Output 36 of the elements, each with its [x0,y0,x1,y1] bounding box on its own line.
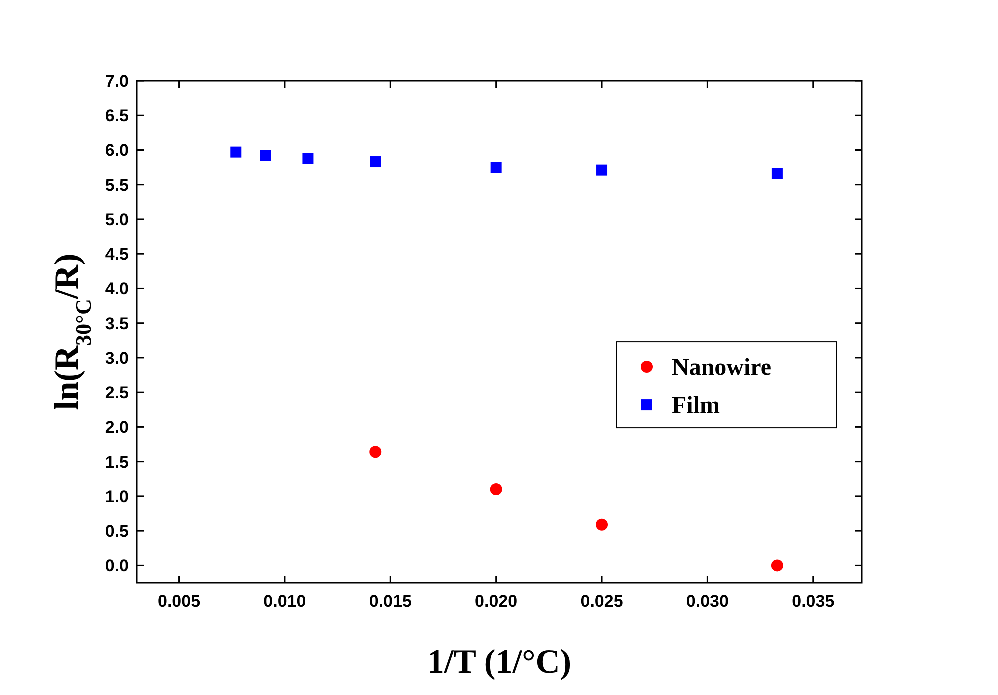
y-tick-label: 2.5 [105,384,129,403]
x-tick-label: 0.020 [475,592,518,611]
y-tick-label: 3.5 [105,314,129,334]
point [370,446,382,458]
y-tick-label: 1.5 [105,452,129,472]
x-tick-label: 0.030 [686,592,729,611]
y-tick-label: 1.0 [105,487,129,506]
point [230,146,242,158]
y-tick-label: 4.5 [105,245,129,264]
x-tick-label: 0.010 [264,592,306,611]
point [771,560,784,572]
point [772,168,783,180]
point [596,164,608,176]
y-tick-label: 3.0 [105,348,129,368]
point [302,153,314,164]
y-tick-label: 4.0 [105,280,129,299]
y-tick-label: 5.5 [105,176,129,195]
y-tick-label: 0.5 [105,522,129,542]
point [490,484,502,496]
y-tick-label: 2.0 [105,418,129,438]
point [370,156,382,168]
legend-label: Nanowire [672,355,772,382]
y-tick-label: 6.5 [105,106,129,126]
y-tick-label: 5.0 [105,210,129,230]
y-tick-label: 0.0 [105,556,129,576]
point [490,162,502,174]
x-tick-label: 0.005 [158,592,201,611]
x-tick-label: 0.015 [369,592,412,611]
y-tick-label: 7.0 [105,72,129,91]
x-tick-label: 0.025 [580,592,624,611]
y-tick-label: 6.0 [105,141,129,160]
x-tick-label: 0.035 [792,592,835,611]
x-axis-title: 1/T (1/°C) [427,644,572,681]
point [260,150,272,162]
point [596,518,608,531]
legend-label: Film [672,393,720,420]
